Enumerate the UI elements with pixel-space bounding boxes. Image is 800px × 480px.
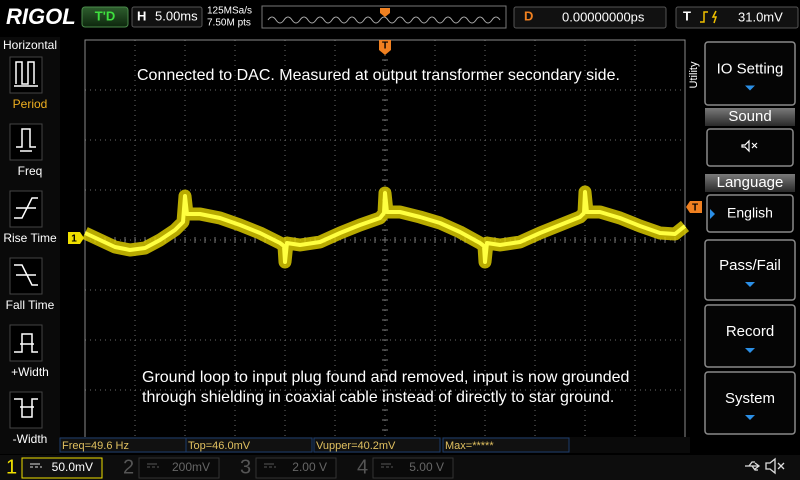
channel-marker — [68, 232, 84, 244]
menu-button-label: Pass/Fail — [719, 257, 781, 274]
trigger-label: T — [683, 8, 691, 23]
menu-button-label: Record — [726, 323, 774, 340]
annotation: through shielding in coaxial cable inste… — [142, 389, 614, 406]
menu-button-label: IO Setting — [717, 60, 784, 77]
trigger-level: 31.0mV — [738, 9, 783, 24]
left-menu-title: Horizontal — [3, 38, 57, 52]
left-menu — [0, 37, 60, 454]
trigger-edge-icon — [700, 11, 708, 23]
channel-scale-box[interactable] — [21, 457, 103, 479]
channel-number[interactable]: 4 — [357, 456, 368, 478]
timebase-label: H — [137, 8, 146, 23]
channel-number[interactable]: 2 — [123, 456, 134, 478]
menu-icon-box[interactable] — [9, 123, 43, 161]
menu-icon — [14, 333, 38, 353]
timebase-box[interactable] — [131, 6, 203, 28]
menu-icon — [14, 197, 38, 219]
menu-header — [705, 108, 795, 126]
menu-arrow — [710, 209, 715, 219]
coupling-icon — [30, 463, 42, 468]
menu-icon — [14, 264, 38, 286]
logo: RIGOL — [6, 4, 76, 29]
memory-depth: 7.50M pts — [207, 18, 251, 29]
menu-item-label: Period — [13, 97, 48, 111]
menu-icon-box[interactable] — [9, 391, 43, 429]
menu-icon-box[interactable] — [9, 56, 43, 94]
menu-button[interactable] — [704, 239, 796, 301]
menu-arrow — [745, 348, 755, 353]
menu-button[interactable] — [704, 304, 796, 368]
menu-icon — [14, 61, 38, 87]
menu-button[interactable] — [704, 41, 796, 106]
channel-scale: 200mV — [172, 460, 210, 474]
menu-button[interactable] — [706, 128, 794, 167]
trigger-level-marker — [686, 201, 702, 213]
channel-scale-box[interactable] — [138, 457, 220, 479]
overview-wave — [267, 16, 501, 24]
menu-button[interactable] — [706, 194, 794, 233]
coupling-icon — [147, 463, 159, 468]
menu-item-label: Rise Time — [3, 231, 57, 245]
right-menu-title: Utility — [688, 61, 700, 88]
annotation: Ground loop to input plug found and remo… — [142, 369, 629, 386]
channel-number[interactable]: 1 — [6, 456, 17, 478]
channel-marker-label: 1 — [71, 234, 77, 245]
sound-icon — [741, 139, 758, 153]
menu-button-value: English — [727, 205, 773, 221]
measurement-box — [185, 437, 313, 453]
waveform — [84, 190, 687, 264]
timebase: 5.00ms — [155, 8, 198, 23]
channel-scale: 50.0mV — [52, 460, 93, 474]
channel-number[interactable]: 3 — [240, 456, 251, 478]
mute-icon — [765, 457, 785, 475]
menu-item-label: +Width — [11, 365, 49, 379]
coupling-icon — [264, 463, 276, 468]
channel-scale: 2.00 V — [292, 460, 327, 474]
menu-item-label: Freq — [18, 164, 43, 178]
run-state-box[interactable] — [81, 6, 129, 28]
menu-icon — [14, 398, 38, 418]
menu-arrow — [745, 85, 755, 91]
menu-icon — [16, 128, 36, 152]
menu-button[interactable] — [704, 371, 796, 435]
menu-item-label: -Width — [13, 432, 48, 446]
delay: 0.00000000ps — [562, 9, 645, 24]
menu-button-label: System — [725, 390, 775, 407]
measurement: Max=***** — [445, 440, 494, 452]
usb-icon — [745, 461, 761, 471]
menu-icon-box[interactable] — [9, 324, 43, 362]
trigger-position-marker — [379, 40, 391, 55]
trigger-level-marker-label: T — [692, 203, 698, 214]
channel-scale-box[interactable] — [372, 457, 454, 479]
overview-trigger-marker — [380, 8, 390, 17]
menu-arrow — [745, 282, 755, 287]
measurement: Top=46.0mV — [188, 440, 251, 452]
measurement: Vupper=40.2mV — [316, 440, 396, 452]
menu-header — [705, 174, 795, 192]
sample-rate: 125MSa/s — [207, 6, 252, 17]
trigger-source-icon — [711, 10, 718, 24]
menu-header-label: Sound — [728, 108, 771, 125]
measurement-box — [442, 437, 570, 453]
menu-header-label: Language — [717, 174, 784, 191]
menu-arrow — [745, 415, 755, 420]
delay-label: D — [524, 8, 533, 23]
measurement: Freq=49.6 Hz — [62, 440, 129, 452]
trigger-position-marker-label: T — [382, 41, 388, 52]
delay-box[interactable] — [513, 6, 667, 29]
menu-icon-box[interactable] — [9, 257, 43, 295]
run-state: T'D — [95, 8, 115, 23]
measurement-box — [313, 437, 441, 453]
channel-scale: 5.00 V — [409, 460, 444, 474]
annotation: Connected to DAC. Measured at output tra… — [137, 67, 620, 84]
channel-scale-box[interactable] — [255, 457, 337, 479]
menu-item-label: Fall Time — [6, 298, 55, 312]
coupling-icon — [381, 463, 393, 468]
